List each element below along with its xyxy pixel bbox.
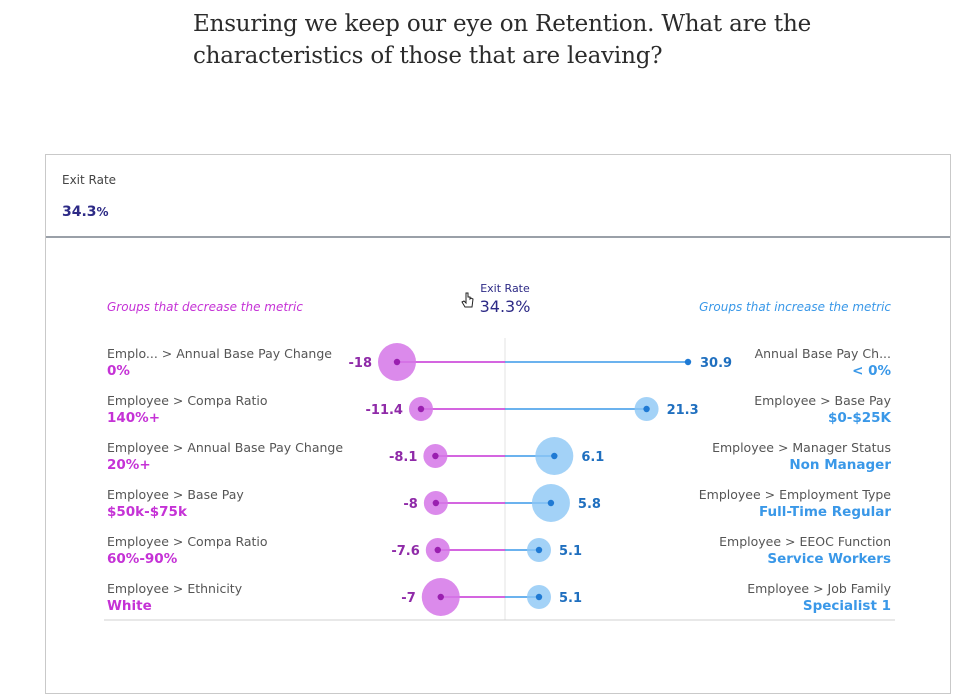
decrease-point [393, 358, 401, 366]
decrease-point [432, 452, 439, 460]
increase-value-label: 5.1 [559, 591, 582, 606]
decrease-value-label: -11.4 [366, 403, 403, 418]
exit-rate-card: Exit Rate 34.3% [45, 154, 951, 694]
left-header: Groups that decrease the metric [107, 300, 303, 314]
increase-path-label: Employee > Employment Type [699, 487, 892, 502]
increase-point [535, 546, 543, 554]
increase-value-label: 21.3 [667, 403, 699, 418]
card-metric-unit: % [96, 205, 109, 219]
decrease-value-label: -7 [401, 591, 415, 606]
decrease-group-label: 140%+ [107, 410, 160, 426]
increase-path-label: Employee > Manager Status [712, 440, 891, 455]
diverging-dot-chart: Groups that decrease the metric Groups th… [104, 282, 895, 621]
card-metric-value: 34.3% [62, 204, 109, 220]
increase-point [643, 405, 650, 413]
increase-value-label: 5.8 [578, 497, 601, 512]
right-header: Groups that increase the metric [699, 300, 891, 314]
increase-point [535, 593, 543, 601]
decrease-value-label: -8 [403, 497, 417, 512]
increase-value-label: 30.9 [700, 356, 732, 371]
increase-point [547, 499, 555, 507]
increase-path-label: Employee > EEOC Function [719, 534, 891, 549]
increase-group-label: $0-$25K [828, 410, 892, 426]
increase-point [551, 452, 558, 460]
decrease-point [437, 593, 444, 601]
increase-group-label: Service Workers [767, 551, 891, 567]
decrease-point [434, 546, 441, 554]
card-metric-label: Exit Rate [62, 173, 117, 187]
decrease-point [432, 499, 440, 507]
increase-path-label: Annual Base Pay Ch... [755, 346, 891, 361]
decrease-group-label: 60%-90% [107, 551, 178, 567]
decrease-value-label: -18 [349, 356, 373, 371]
decrease-path-label: Employee > Compa Ratio [107, 393, 268, 408]
increase-group-label: Full-Time Regular [759, 504, 891, 520]
decrease-group-label: 0% [107, 363, 130, 379]
increase-point [684, 358, 692, 366]
increase-group-label: Specialist 1 [803, 598, 891, 614]
slide-title: Ensuring we keep our eye on Retention. W… [193, 11, 811, 69]
increase-path-label: Employee > Base Pay [754, 393, 891, 408]
decrease-point [417, 405, 425, 413]
decrease-group-label: White [107, 598, 152, 614]
baseline-value: 34.3% [480, 297, 531, 316]
decrease-group-label: 20%+ [107, 457, 151, 473]
increase-group-label: < 0% [852, 363, 891, 379]
decrease-path-label: Emplo... > Annual Base Pay Change [107, 346, 332, 361]
decrease-path-label: Employee > Compa Ratio [107, 534, 268, 549]
decrease-value-label: -8.1 [389, 450, 417, 465]
decrease-group-label: $50k-$75k [107, 504, 188, 520]
decrease-path-label: Employee > Base Pay [107, 487, 244, 502]
chart-title: Exit Rate [480, 282, 530, 295]
card-metric-number: 34.3 [62, 204, 97, 220]
increase-value-label: 5.1 [559, 544, 582, 559]
decrease-path-label: Employee > Annual Base Pay Change [107, 440, 343, 455]
increase-value-label: 6.1 [581, 450, 604, 465]
increase-group-label: Non Manager [789, 457, 891, 473]
cursor-hand-icon [461, 292, 474, 308]
decrease-path-label: Employee > Ethnicity [107, 581, 243, 596]
card-header: Exit Rate 34.3% [46, 155, 950, 238]
increase-path-label: Employee > Job Family [747, 581, 891, 596]
decrease-value-label: -7.6 [391, 544, 419, 559]
